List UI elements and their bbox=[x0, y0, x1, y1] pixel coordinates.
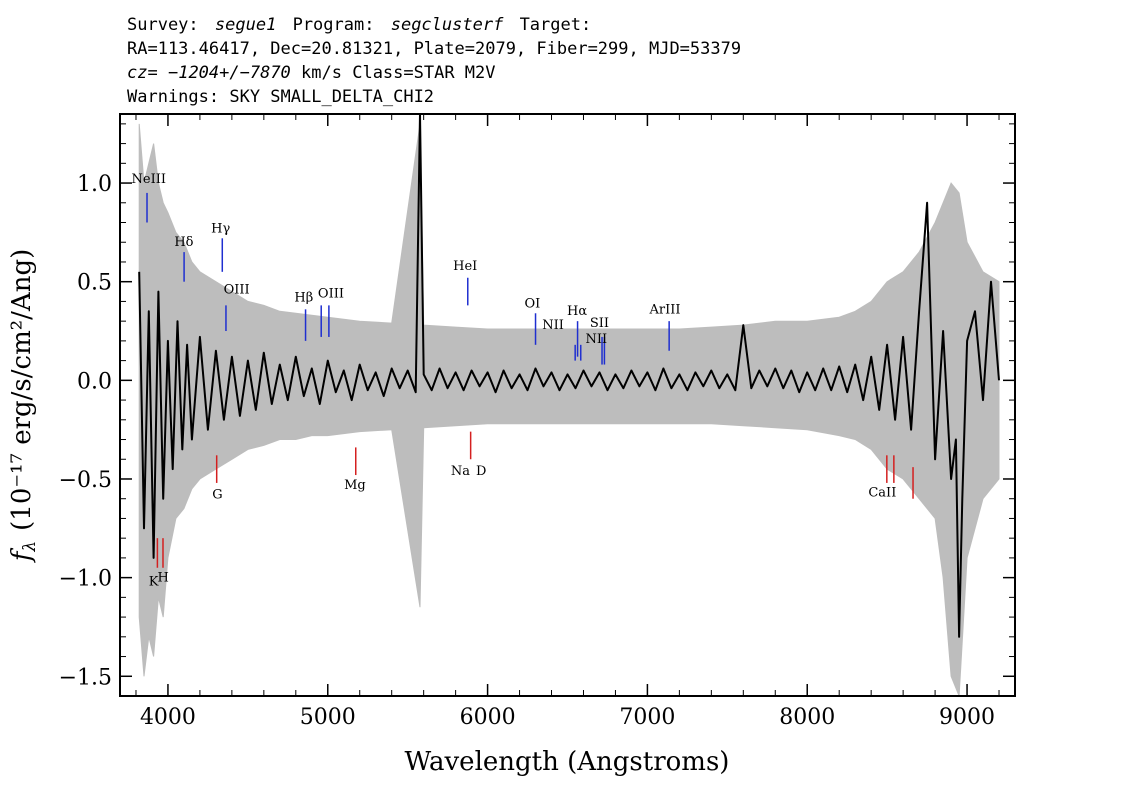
line-label: Mg bbox=[344, 478, 366, 493]
line-label: NeIII bbox=[132, 172, 166, 187]
tick-layer: 4000 5000 6000 7000 8000 9000 −1.5 −1.0 −0.5 0.0 0… bbox=[59, 114, 1015, 730]
y-axis-units: (10⁻¹⁷ erg/s/cm²/Ang) bbox=[7, 249, 37, 531]
header-line-survey: Survey: segue1 Program: segclusterf Targ… bbox=[127, 15, 591, 35]
line-label: Na bbox=[451, 464, 470, 479]
y-tick-label: −0.5 bbox=[59, 468, 112, 493]
flux-layer bbox=[138, 114, 1000, 638]
line-label: Hα bbox=[567, 304, 587, 319]
spectrum-header: Survey: segue1 Program: segclusterf Targ… bbox=[127, 15, 741, 107]
line-label: H bbox=[157, 571, 168, 586]
x-tick-label: 5000 bbox=[300, 705, 356, 730]
x-tick-label: 7000 bbox=[619, 705, 675, 730]
plot-frame bbox=[119, 113, 1016, 697]
plot-area bbox=[138, 114, 1000, 696]
x-tick-label: 4000 bbox=[140, 705, 196, 730]
line-label: K bbox=[149, 575, 159, 590]
y-axis-title: fλ(10⁻¹⁷ erg/s/cm²/Ang) bbox=[7, 249, 40, 564]
survey-label: Survey: bbox=[127, 15, 199, 35]
line-label: HeI bbox=[453, 259, 477, 274]
line-label: Hγ bbox=[211, 221, 230, 236]
line-marker-layer bbox=[146, 192, 914, 568]
cz-label: cz= bbox=[127, 63, 158, 83]
x-tick-label: 8000 bbox=[779, 705, 835, 730]
line-label: Hβ bbox=[294, 290, 313, 305]
line-label: D bbox=[476, 464, 486, 479]
target-label: Target: bbox=[520, 15, 592, 35]
line-label: OIII bbox=[318, 286, 344, 301]
y-tick-label: −1.0 bbox=[59, 567, 112, 592]
line-label: NII bbox=[585, 332, 607, 347]
class-text: km/s Class=STAR M2V bbox=[301, 63, 495, 83]
line-label: Hδ bbox=[174, 235, 193, 250]
flux-line bbox=[138, 114, 1000, 638]
error-band bbox=[138, 123, 1000, 696]
survey-value: segue1 bbox=[215, 15, 276, 35]
y-tick-label: 0.5 bbox=[77, 271, 112, 296]
header-line-coordinates: RA=113.46417, Dec=20.81321, Plate=2079, … bbox=[127, 39, 741, 59]
header-line-redshift: cz= −1204+/−7870 km/s Class=STAR M2V bbox=[127, 63, 496, 83]
x-axis-title: Wavelength (Angstroms) bbox=[405, 747, 730, 777]
x-tick-label: 9000 bbox=[939, 705, 995, 730]
y-tick-label: 1.0 bbox=[77, 172, 112, 197]
line-label: ArIII bbox=[648, 302, 680, 317]
line-label: OI bbox=[524, 296, 540, 311]
line-label: OIII bbox=[224, 283, 250, 298]
line-label: G bbox=[212, 488, 222, 503]
x-tick-label: 6000 bbox=[460, 705, 516, 730]
y-tick-label: 0.0 bbox=[77, 369, 112, 394]
y-axis-symbol-sub: λ bbox=[20, 541, 40, 553]
cz-value: −1204+/−7870 bbox=[168, 63, 291, 83]
y-tick-label: −1.5 bbox=[59, 665, 112, 690]
program-label: Program: bbox=[293, 15, 375, 35]
line-label: SII bbox=[590, 316, 609, 331]
line-label: NII bbox=[542, 318, 564, 333]
line-label: CaII bbox=[868, 486, 896, 501]
program-value: segclusterf bbox=[391, 15, 504, 35]
header-line-warnings: Warnings: SKY SMALL_DELTA_CHI2 bbox=[127, 87, 434, 107]
error-band-layer bbox=[138, 123, 1000, 696]
